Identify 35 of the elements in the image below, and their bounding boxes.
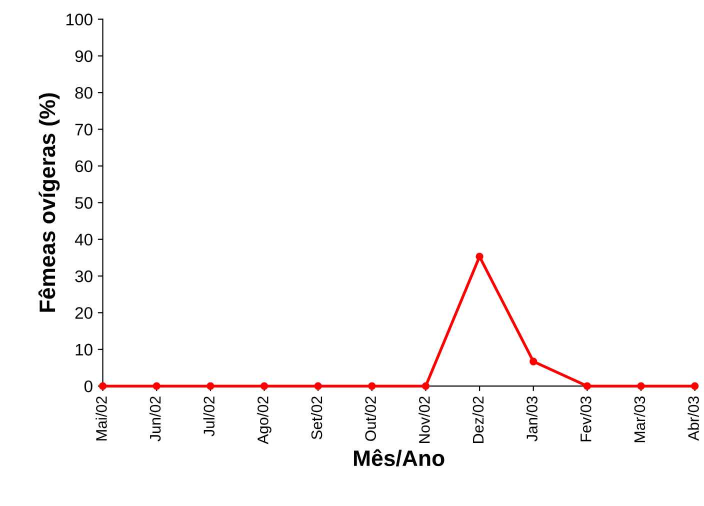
y-tick-label: 60 [75, 160, 92, 172]
y-axis-title: Fêmeas ovígeras (%) [38, 93, 60, 312]
point [260, 382, 268, 390]
x-tick-label: Jan/03 [526, 396, 538, 442]
x-tick-label: Ago/02 [257, 396, 272, 444]
x-tick-label: Jun/02 [149, 396, 161, 442]
y-tick-label: 20 [75, 307, 92, 319]
point [637, 382, 645, 390]
y-tick-label: 40 [74, 234, 92, 246]
x-tick-label: Out/02 [364, 396, 376, 441]
point [530, 358, 538, 366]
x-tick-label: Abr/03 [688, 396, 699, 441]
point [368, 382, 376, 390]
y-tick-label: 90 [75, 50, 92, 62]
point [476, 252, 484, 260]
point [422, 382, 430, 390]
y-tick-label: 10 [76, 344, 92, 356]
x-tick-label: Mai/02 [96, 396, 107, 440]
y-tick-label: 100 [66, 14, 92, 26]
y-tick-label: 30 [75, 270, 92, 282]
x-tick-label: Set/02 [310, 396, 322, 440]
x-tick-label: Fev/03 [580, 396, 592, 442]
y-tick-label: 80 [75, 87, 92, 99]
point [583, 382, 592, 390]
y-tick-label: 70 [75, 124, 92, 136]
x-tick-label: Dez/02 [472, 396, 484, 443]
x-tick-label: Jul/02 [203, 396, 215, 436]
x-tick-label: Mar/03 [634, 396, 646, 442]
point [152, 382, 160, 390]
point [314, 382, 322, 390]
y-tick-label: 50 [75, 197, 92, 209]
point [206, 382, 214, 390]
y-tick-label: 0 [84, 380, 92, 392]
x-axis-title: Mês/Ano [354, 449, 444, 466]
x-tick-label: Nov/02 [418, 396, 430, 443]
